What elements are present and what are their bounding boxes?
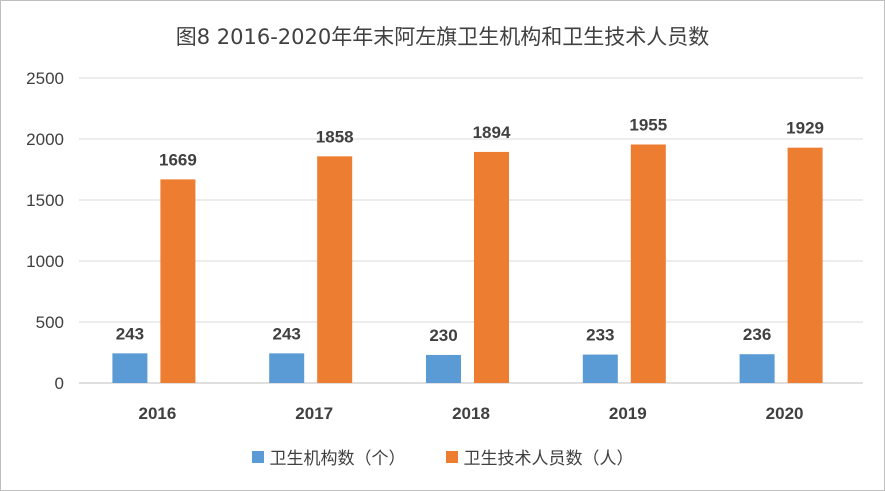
data-label: 1858 xyxy=(316,127,354,146)
y-tick-label: 500 xyxy=(36,313,64,332)
data-label: 1669 xyxy=(159,150,197,169)
legend-swatch xyxy=(445,450,458,463)
x-tick-label: 2016 xyxy=(138,404,176,423)
bar xyxy=(269,353,305,383)
x-tick-label: 2018 xyxy=(452,404,490,423)
bar xyxy=(630,144,666,383)
chart-title: 图8 2016-2020年年末阿左旗卫生机构和卫生技术人员数 xyxy=(175,25,710,49)
legend-item-institutions: 卫生机构数（个） xyxy=(251,444,406,469)
legend-item-personnel: 卫生技术人员数（人） xyxy=(445,444,634,469)
data-label: 1929 xyxy=(786,119,824,138)
data-label: 243 xyxy=(116,324,144,343)
data-label: 1894 xyxy=(473,123,511,142)
bar xyxy=(787,147,823,383)
x-tick-label: 2019 xyxy=(609,404,647,423)
data-label: 233 xyxy=(586,326,614,345)
data-label: 243 xyxy=(273,324,301,343)
y-tick-label: 2000 xyxy=(26,130,64,149)
bar xyxy=(739,354,775,383)
x-tick-label: 2017 xyxy=(295,404,333,423)
data-label: 1955 xyxy=(629,115,667,134)
y-tick-label: 2500 xyxy=(26,69,64,88)
legend-swatch xyxy=(251,450,264,463)
legend: 卫生机构数（个） 卫生技术人员数（人） xyxy=(1,444,884,469)
bar xyxy=(474,151,509,383)
legend-label: 卫生技术人员数（人） xyxy=(463,449,634,469)
bar xyxy=(317,156,353,383)
y-tick-label: 0 xyxy=(55,374,64,393)
y-tick-label: 1500 xyxy=(26,191,64,210)
bar xyxy=(582,354,618,383)
bar xyxy=(160,179,196,383)
data-label: 236 xyxy=(743,325,771,344)
bar xyxy=(112,353,148,383)
x-tick-label: 2020 xyxy=(766,404,804,423)
legend-label: 卫生机构数（个） xyxy=(269,449,406,469)
y-tick-label: 1000 xyxy=(26,252,64,271)
bar xyxy=(426,354,461,383)
data-label: 230 xyxy=(429,326,457,345)
